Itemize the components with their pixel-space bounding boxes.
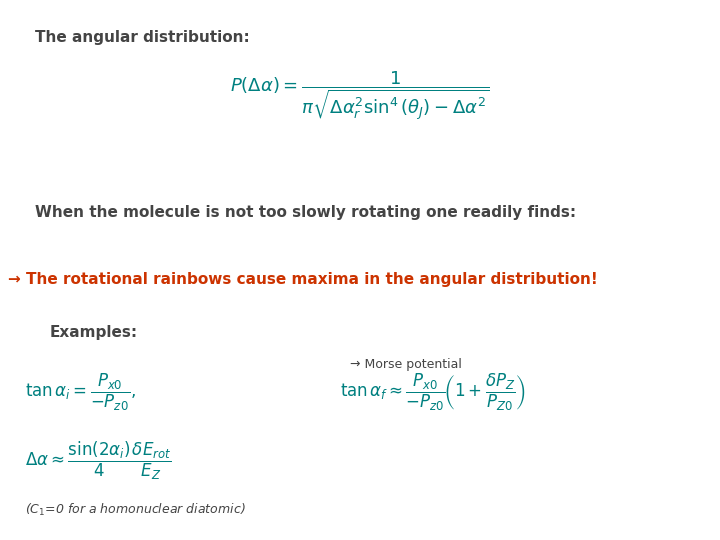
Text: The angular distribution:: The angular distribution:	[35, 30, 250, 45]
Text: $\tan\alpha_f \approx \dfrac{P_{x0}}{-P_{z0}}\!\left(1+\dfrac{\delta P_Z}{P_{Z0}: $\tan\alpha_f \approx \dfrac{P_{x0}}{-P_…	[340, 372, 526, 413]
Text: $\Delta\alpha \approx \dfrac{\sin(2\alpha_i)}{4}\dfrac{\delta E_{rot}}{E_Z}$: $\Delta\alpha \approx \dfrac{\sin(2\alph…	[25, 440, 171, 482]
Text: (C$_1$=0 for a homonuclear diatomic): (C$_1$=0 for a homonuclear diatomic)	[25, 502, 246, 518]
Text: → Morse potential: → Morse potential	[350, 358, 462, 371]
Text: $P(\Delta\alpha)=\dfrac{1}{\pi\sqrt{\Delta\alpha_r^2\sin^4(\theta_J)-\Delta\alph: $P(\Delta\alpha)=\dfrac{1}{\pi\sqrt{\Del…	[230, 70, 490, 123]
Text: → The rotational rainbows cause maxima in the angular distribution!: → The rotational rainbows cause maxima i…	[8, 272, 598, 287]
Text: When the molecule is not too slowly rotating one readily finds:: When the molecule is not too slowly rota…	[35, 205, 576, 220]
Text: $\tan\alpha_i = \dfrac{P_{x0}}{-P_{z0}},$: $\tan\alpha_i = \dfrac{P_{x0}}{-P_{z0}},…	[25, 372, 136, 413]
Text: Examples:: Examples:	[50, 325, 138, 340]
